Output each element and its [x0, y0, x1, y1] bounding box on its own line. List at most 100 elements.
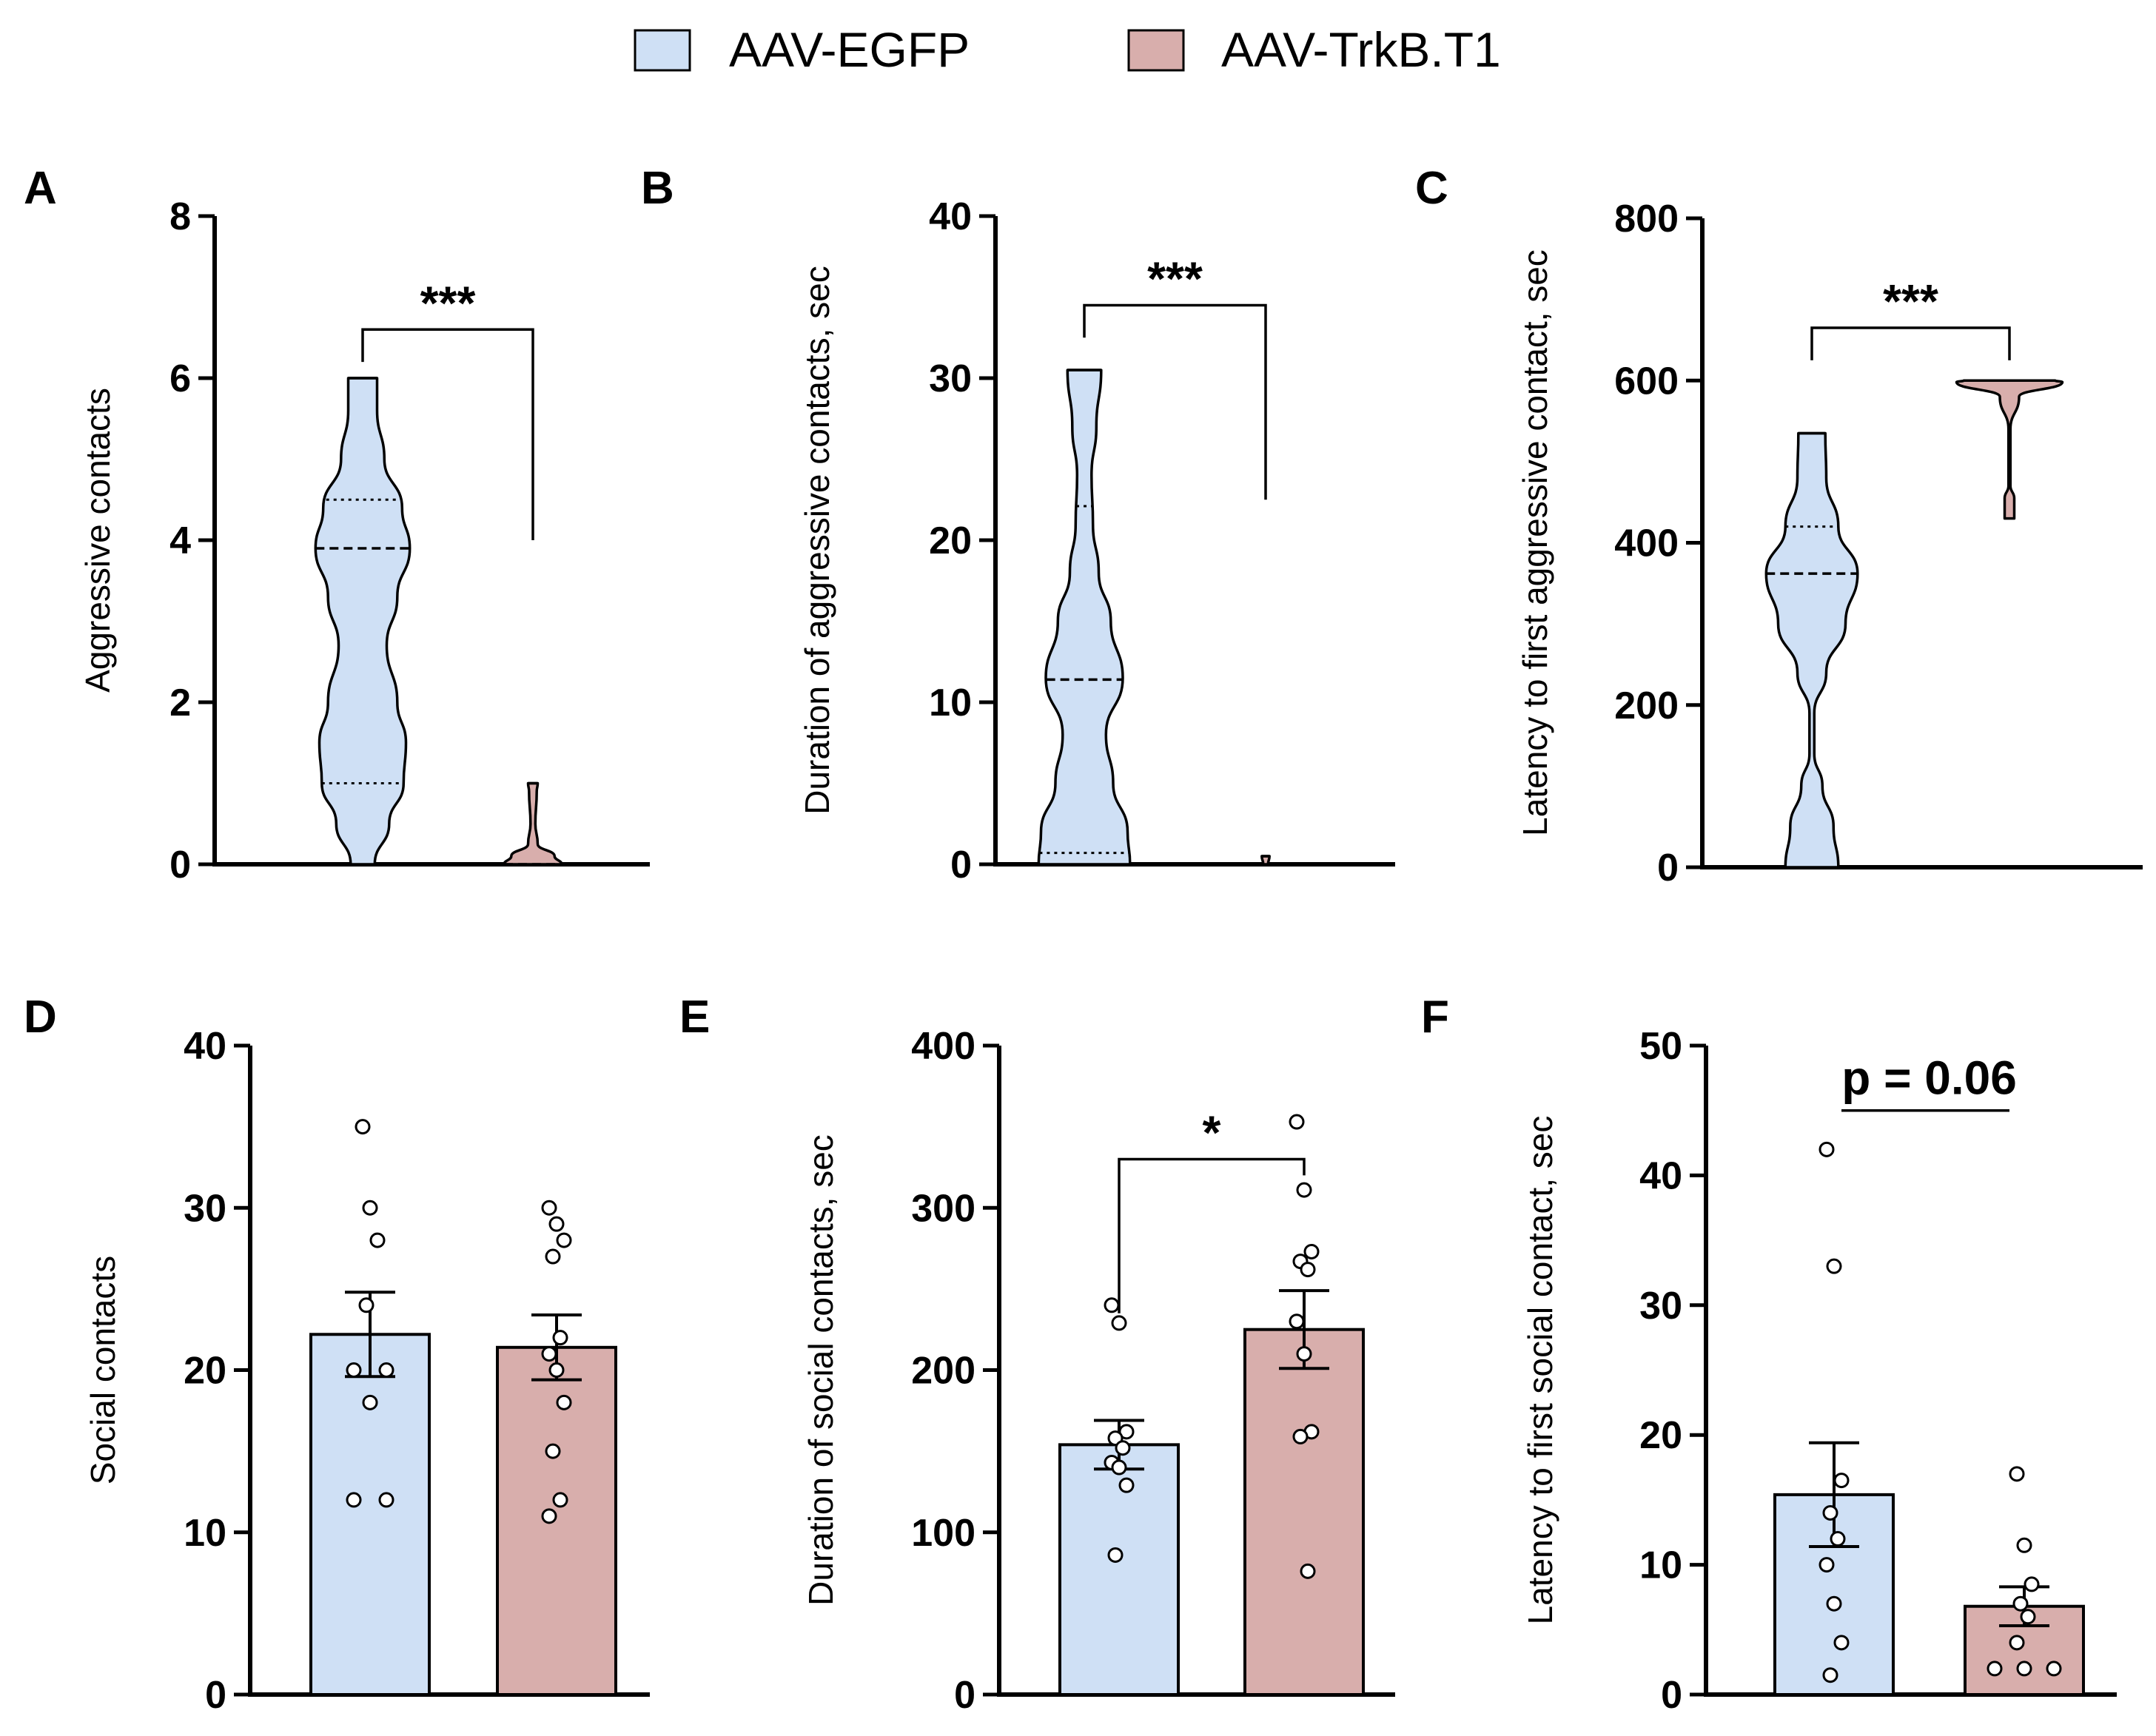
data-point-f [1833, 1635, 1850, 1651]
data-point-f [2046, 1661, 2062, 1677]
data-point-f [2016, 1537, 2032, 1553]
data-point-f [2024, 1576, 2040, 1592]
data-point-f [1826, 1258, 1842, 1274]
data-point-d [355, 1119, 371, 1135]
violin-c-egfp [1764, 431, 1859, 869]
bar-d-egfp [309, 1333, 431, 1696]
violin-b-egfp [1037, 369, 1132, 866]
data-point-d [541, 1508, 557, 1524]
y-tick-label-f: 20 [1639, 1414, 1682, 1457]
data-point-f [2012, 1595, 2029, 1612]
y-axis-label-b: Duration of aggressive contacts, sec [798, 266, 836, 814]
significance-label-f: p = 0.06 [1841, 1052, 2017, 1105]
y-tick-label-a: 8 [169, 195, 191, 238]
data-point-e [1289, 1114, 1305, 1130]
y-tick-label-b: 10 [929, 682, 972, 724]
y-tick-label-d: 30 [184, 1187, 226, 1230]
data-point-f [2009, 1635, 2025, 1651]
significance-label-e: * [1203, 1106, 1221, 1159]
y-tick-label-e: 200 [911, 1350, 975, 1393]
significance-label-c: *** [1883, 275, 1938, 328]
y-tick-label-b: 40 [929, 195, 972, 238]
panel-letter-c: C [1415, 163, 1448, 214]
y-axis-label-a: Aggressive contacts [78, 388, 117, 693]
data-point-d [378, 1362, 394, 1378]
y-tick-label-e: 300 [911, 1187, 975, 1230]
y-tick-label-d: 10 [184, 1512, 226, 1555]
data-point-e [1300, 1563, 1316, 1579]
panel-d: D 0 10 20 30 40 Social contacts [24, 992, 650, 1717]
data-point-d [369, 1232, 386, 1248]
panel-e: E 0 100 200 300 400 Duration of social contact… [679, 992, 1395, 1717]
y-tick-label-c: 200 [1614, 684, 1679, 727]
data-point-d [362, 1200, 378, 1216]
data-point-d [541, 1346, 557, 1362]
panel-letter-f: F [1421, 992, 1449, 1043]
legend-swatch-trkb [1127, 29, 1185, 72]
y-tick-label-e: 0 [954, 1674, 975, 1717]
y-axis-label-f: Latency to first social contact, sec [1521, 1116, 1559, 1625]
y-axis-label-e: Duration of social contacts, sec [802, 1134, 840, 1606]
data-point-d [548, 1216, 565, 1232]
data-point-d [378, 1492, 394, 1508]
data-point-d [541, 1200, 557, 1216]
data-point-d [362, 1394, 378, 1410]
data-point-d [545, 1443, 561, 1459]
y-tick-label-a: 6 [169, 357, 191, 400]
y-tick-label-c: 0 [1657, 847, 1679, 889]
significance-bracket-a [361, 328, 534, 540]
y-tick-label-f: 10 [1639, 1544, 1682, 1587]
data-point-d [548, 1362, 565, 1378]
legend-label-egfp: AAV-EGFP [729, 22, 970, 77]
data-point-e [1104, 1297, 1120, 1313]
violin-a-egfp [314, 377, 412, 866]
panel-letter-d: D [24, 992, 57, 1043]
y-tick-label-e: 100 [911, 1512, 975, 1555]
data-point-e [1292, 1428, 1309, 1444]
panel-c: C 0 200 400 600 800 Latency to first aggressiv… [1415, 163, 2143, 889]
y-tick-label-d: 40 [184, 1025, 226, 1068]
data-point-f [1822, 1667, 1838, 1683]
y-tick-label-d: 20 [184, 1350, 226, 1393]
data-point-d [552, 1492, 568, 1508]
legend: AAV-EGFP AAV-TrkB.T1 [634, 22, 1501, 77]
data-point-d [346, 1492, 362, 1508]
bar-f-trkb [1964, 1604, 2085, 1697]
data-point-f [2009, 1466, 2025, 1482]
bar-e-egfp [1058, 1443, 1180, 1696]
y-tick-label-c: 600 [1614, 360, 1679, 403]
data-point-d [556, 1394, 572, 1410]
panel-a: A 0 2 4 6 8 Aggressive contacts *** [24, 163, 650, 886]
panel-f: F 0 10 20 30 40 50 Latency to first social cont… [1421, 992, 2117, 1717]
data-point-f [1830, 1531, 1846, 1547]
y-tick-label-e: 400 [911, 1025, 975, 1068]
y-tick-label-a: 4 [169, 519, 191, 562]
violin-c-trkb [1955, 379, 2064, 520]
data-point-f [1819, 1557, 1835, 1573]
violin-a-trkb [503, 781, 563, 866]
data-point-e [1118, 1477, 1135, 1493]
data-point-e [1115, 1440, 1131, 1456]
y-tick-label-b: 30 [929, 357, 972, 400]
y-tick-label-a: 2 [169, 682, 191, 724]
y-tick-label-f: 50 [1639, 1025, 1682, 1068]
significance-bracket-e [1118, 1157, 1306, 1313]
significance-bracket-b [1083, 303, 1267, 500]
data-point-d [552, 1330, 568, 1346]
significance-label-a: *** [420, 276, 476, 329]
bar-d-trkb [496, 1345, 617, 1697]
y-axis-label-d: Social contacts [84, 1256, 122, 1484]
significance-bracket-c [1810, 326, 2011, 360]
y-tick-label-b: 20 [929, 519, 972, 562]
y-tick-label-a: 0 [169, 844, 191, 886]
y-tick-label-c: 800 [1614, 198, 1679, 240]
data-point-e [1111, 1459, 1127, 1476]
data-point-d [556, 1232, 572, 1248]
data-point-f [1826, 1595, 1842, 1612]
data-point-f [1987, 1661, 2003, 1677]
y-tick-label-f: 40 [1639, 1154, 1682, 1197]
data-point-f [1833, 1473, 1850, 1489]
data-point-f [2016, 1661, 2032, 1677]
